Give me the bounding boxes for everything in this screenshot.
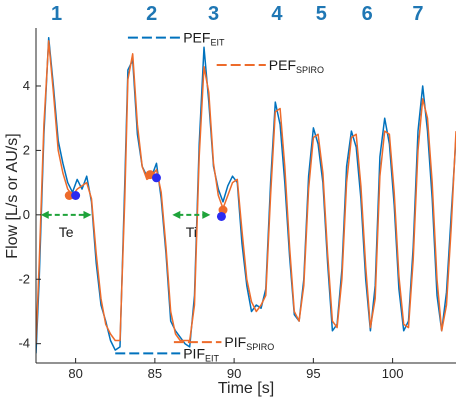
- marker-layer: [64, 170, 228, 221]
- annotation-layer: PEFEIT PEFSPIRO PIFSPIRO PIFEIT Te Ti: [40, 30, 324, 363]
- series-layer: [36, 36, 456, 354]
- breath-number-1: 1: [51, 3, 62, 25]
- breath-number-2: 2: [146, 3, 157, 25]
- breath-number-3: 3: [208, 3, 219, 25]
- breath-number-5: 5: [316, 3, 327, 25]
- x-tick-label: 85: [148, 366, 162, 381]
- duration-arrow-left-1: [172, 210, 181, 219]
- x-tick-label: 95: [306, 366, 320, 381]
- series-line-0: [36, 36, 456, 354]
- breath-numbers: 1 2 3 4 5 6 7: [51, 3, 423, 25]
- event-marker-1: [71, 191, 81, 200]
- breath-number-7: 7: [412, 3, 423, 25]
- peak-label-2: PIFSPIRO: [224, 334, 274, 352]
- duration-label-1: Ti: [186, 224, 197, 240]
- peak-label-1: PEFSPIRO: [269, 57, 324, 75]
- y-tick-label: -4: [18, 336, 30, 351]
- duration-arrow-right-0: [83, 210, 92, 219]
- x-ticks: 80 85 90 95 100: [68, 358, 403, 381]
- y-tick-label: 2: [23, 142, 30, 157]
- y-ticks: -4 -2 0 2 4: [18, 78, 41, 351]
- axes: [35, 28, 456, 364]
- y-axis-title: Flow [L/s or AU/s]: [4, 133, 21, 258]
- duration-arrow-right-1: [202, 210, 211, 219]
- peak-label-3: PIFEIT: [183, 345, 219, 363]
- y-tick-label: -2: [18, 271, 30, 286]
- x-tick-label: 80: [68, 366, 82, 381]
- y-tick-label: 0: [23, 207, 30, 222]
- x-axis-title: Time [s]: [218, 380, 274, 397]
- peak-label-0: PEFEIT: [183, 30, 225, 48]
- series-line-1: [36, 40, 456, 344]
- x-tick-label: 100: [382, 366, 404, 381]
- breath-number-6: 6: [362, 3, 373, 25]
- duration-arrow-left-0: [40, 210, 49, 219]
- breath-number-4: 4: [271, 3, 283, 25]
- event-marker-0: [64, 191, 74, 200]
- event-marker-3: [151, 173, 161, 183]
- event-marker-5: [216, 211, 226, 221]
- y-tick-label: 4: [23, 78, 30, 93]
- x-tick-label: 90: [227, 366, 241, 381]
- duration-label-0: Te: [59, 224, 74, 240]
